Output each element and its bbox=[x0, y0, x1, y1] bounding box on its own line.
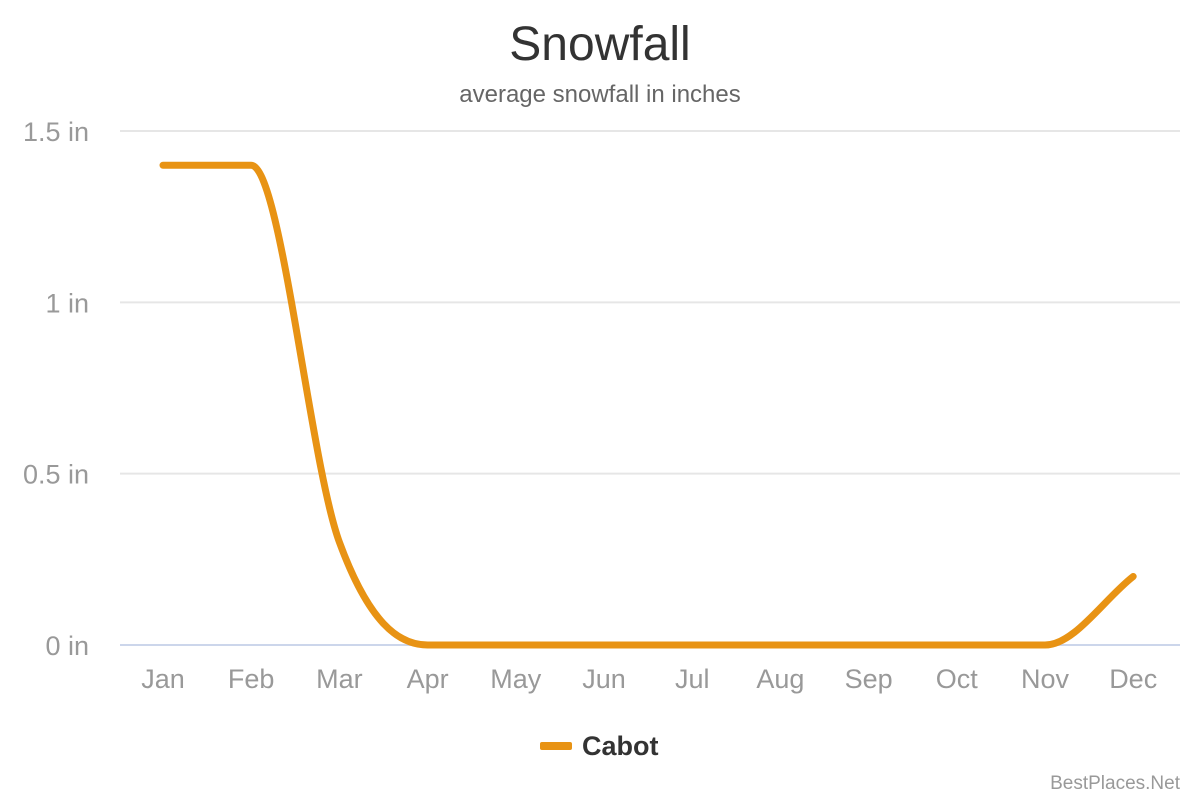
y-tick-label: 0.5 in bbox=[23, 460, 89, 490]
x-tick-label: Oct bbox=[936, 664, 979, 694]
legend-swatch-cabot[interactable] bbox=[540, 742, 572, 750]
x-tick-label: Jun bbox=[582, 664, 626, 694]
chart-title: Snowfall bbox=[509, 18, 690, 71]
chart-credit[interactable]: BestPlaces.Net bbox=[1050, 773, 1181, 794]
x-tick-label: Jul bbox=[675, 664, 710, 694]
x-tick-label: May bbox=[490, 664, 542, 694]
x-tick-label: Sep bbox=[845, 664, 893, 694]
legend-label-cabot[interactable]: Cabot bbox=[582, 731, 659, 761]
x-tick-label: Nov bbox=[1021, 664, 1070, 694]
legend[interactable]: Cabot bbox=[540, 731, 659, 761]
series-lines bbox=[159, 161, 1137, 649]
y-tick-label: 1 in bbox=[45, 288, 89, 318]
x-tick-label: Jan bbox=[141, 664, 185, 694]
y-axis-tick-labels: 0 in 0.5 in 1 in 1.5 in bbox=[23, 117, 89, 661]
chart-subtitle: average snowfall in inches bbox=[459, 81, 741, 108]
x-tick-label: Apr bbox=[407, 664, 449, 694]
x-tick-label: Aug bbox=[756, 664, 804, 694]
y-tick-label: 0 in bbox=[45, 631, 89, 661]
x-tick-label: Feb bbox=[228, 664, 275, 694]
series-line-cabot[interactable] bbox=[159, 161, 1137, 649]
x-tick-label: Dec bbox=[1109, 664, 1157, 694]
y-tick-label: 1.5 in bbox=[23, 117, 89, 147]
x-tick-label: Mar bbox=[316, 664, 363, 694]
grid-lines bbox=[120, 130, 1180, 646]
x-axis-tick-labels: Jan Feb Mar Apr May Jun Jul Aug Sep Oct Nov Dec bbox=[141, 664, 1157, 694]
